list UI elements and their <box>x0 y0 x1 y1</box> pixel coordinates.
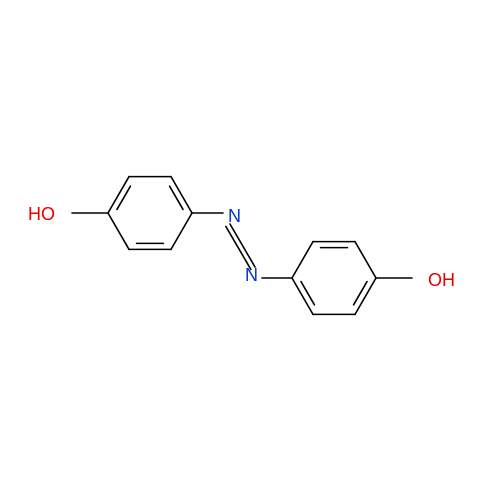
benzene-ring-left-bond <box>108 213 129 249</box>
atom-label-N1: N <box>228 206 241 226</box>
benzene-ring-right-double <box>301 282 314 305</box>
benzene-ring-left-bond <box>171 213 192 249</box>
bond-N1-N2-double <box>226 226 251 269</box>
chemical-structure-diagram: HO N N OH <box>0 0 500 500</box>
benzene-ring-right-bond <box>292 242 313 278</box>
atom-label-OH2: OH <box>428 270 455 290</box>
bond-N1-N2 <box>230 224 255 267</box>
benzene-ring-left-double <box>117 186 130 209</box>
atom-label-N2: N <box>245 265 258 285</box>
benzene-ring-right-double <box>354 282 367 305</box>
benzene-ring-left-double <box>170 186 183 209</box>
atom-label-OH1: HO <box>28 204 55 224</box>
benzene-ring-right-bond <box>355 242 376 278</box>
